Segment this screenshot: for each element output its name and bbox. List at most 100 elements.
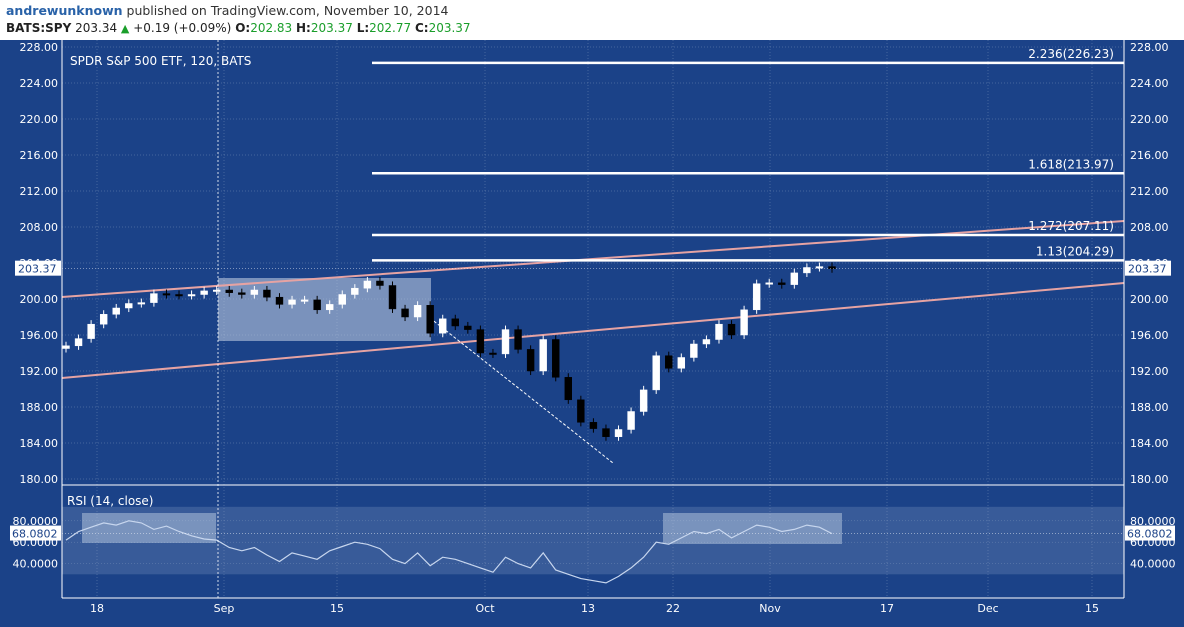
price-tick-label-right: 184.00 [1130,437,1169,450]
chart-background [0,40,1184,627]
price-tick-label-right: 228.00 [1130,41,1169,54]
trend-channel [61,220,1125,379]
time-tick-label: 15 [1085,602,1099,615]
candle-body [639,389,648,412]
time-tick-label: 15 [330,602,344,615]
candle-body [313,299,321,311]
candle-body [99,314,108,325]
candle-body [489,352,497,355]
price-tick-label-right: 224.00 [1130,77,1169,90]
candle-body [388,285,397,310]
candle-body [288,299,296,305]
price-tick-label-left: 188.00 [20,401,59,414]
last-price-label-right: 203.37 [1128,263,1167,276]
close-value: 203.37 [428,21,471,35]
price-tick-label-right: 220.00 [1130,113,1169,126]
candle-body [62,345,70,349]
high-label: H: [296,21,311,35]
time-tick-label: 18 [90,602,104,615]
publish-info: published on TradingView.com, November 1… [126,3,449,18]
rsi-band [62,506,1124,575]
fib-extension-lines: 2.236(226.23) 1.618(213.97) 1.272(207.11) 1… [372,47,1124,464]
candle-body [250,289,259,295]
candle-body [338,294,346,305]
price-tick-label-left: 196.00 [20,329,59,342]
open-value: 202.83 [250,21,293,35]
author-link[interactable]: andrewunknown [6,3,123,18]
last-price-box-left [15,260,61,276]
rsi-line [65,520,833,584]
price-tick-label-right: 188.00 [1130,401,1169,414]
last-price-box-right [1125,260,1171,276]
channel-upper-line [61,220,1125,298]
price-tick-label-left: 212.00 [20,185,59,198]
candle-body [426,305,434,334]
candle-body [225,289,233,293]
price-tick-label-left: 184.00 [20,437,59,450]
grid-lines [62,40,1124,598]
candle-body [526,349,535,372]
price-tick-label-left: 180.00 [20,473,59,486]
highlight-boxes [218,278,431,341]
candle-body [778,282,786,285]
candle-body [702,339,711,345]
chart-title: SPDR S&P 500 ETF, 120, BATS [70,54,251,68]
candle-body [200,290,208,295]
symbol-name: BATS:SPY [6,21,72,35]
candle-body [413,305,422,318]
price-tick-label-right: 212.00 [1130,185,1169,198]
close-label: C: [414,21,429,35]
price-tick-label-left: 216.00 [20,149,59,162]
fib-label: 1.272(207.11) [1028,219,1114,233]
candle-body [752,283,761,311]
candle-body [514,329,522,350]
highlight-box [218,278,431,341]
candle-body [715,323,723,340]
candle-body [439,318,447,334]
candle-body [162,293,171,296]
publish-header: andrewunknown published on TradingView.c… [6,3,449,21]
fib-label: 1.618(213.97) [1028,157,1114,171]
rsi-pane: 80.000080.000060.000060.000040.000040.00… [10,506,1176,584]
price-tick-label-left: 208.00 [20,221,59,234]
candle-body [275,296,284,305]
candle-body [790,272,799,285]
candle-body [150,293,158,303]
candle-body [665,355,673,369]
candle-body [815,266,824,269]
time-tick-label: Oct [475,602,495,615]
candle-body [690,343,698,358]
rsi-last-label-left: 68.0802 [12,528,58,541]
candle-body [376,280,384,286]
candle-body [351,287,359,295]
candlestick-series [62,262,836,441]
price-tick-label-right: 180.00 [1130,473,1169,486]
low-label: L: [356,21,370,35]
candle-body [175,294,183,297]
rsi-highlight-box-right [663,513,842,544]
channel-lower-line [61,282,1125,379]
low-value: 202.77 [369,21,412,35]
price-tick-label-right: 200.00 [1130,293,1169,306]
candle-body [137,302,146,305]
candle-body [539,339,547,372]
candle-body [727,323,736,336]
axes: 228.00 228.00 224.00 224.00 220.00 220.00 216.… [15,40,1171,615]
price-tick-label-left: 224.00 [20,77,59,90]
price-tick-label-right: 192.00 [1130,365,1169,378]
candle-body [112,307,120,315]
open-label: O: [235,21,251,35]
candle-body [74,338,83,347]
time-tick-label: Dec [977,602,998,615]
candle-body [300,299,309,302]
price-tick-label-left: 200.00 [20,293,59,306]
candle-body [589,422,598,429]
candle-body [238,292,246,295]
price-tick-label-left: 228.00 [20,41,59,54]
rsi-title: RSI (14, close) [67,494,153,508]
candle-body [501,329,510,355]
price-tick-label-left: 192.00 [20,365,59,378]
candle-body [652,355,660,391]
candle-body [803,267,811,274]
